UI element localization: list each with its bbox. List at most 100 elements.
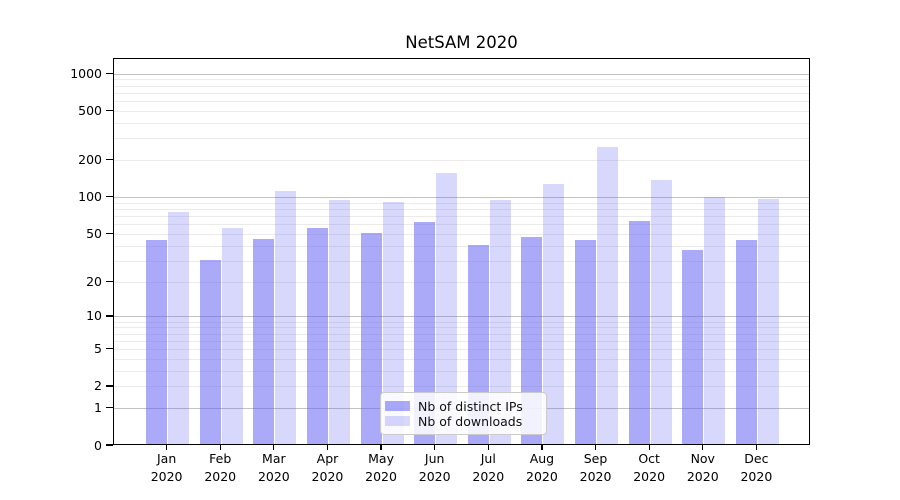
bar-downloads-nov	[704, 196, 726, 444]
gridline-90	[114, 202, 809, 204]
y-tick-20	[106, 280, 113, 282]
legend: Nb of distinct IPs Nb of downloads	[380, 392, 547, 435]
x-tick-label-year: 2020	[204, 468, 237, 484]
y-tick-label-200: 200	[78, 152, 102, 168]
gridline-5	[114, 349, 809, 351]
x-tick-label-month: Aug	[529, 451, 555, 466]
gridline-100	[114, 197, 809, 199]
x-tick-label-month: Mar	[262, 451, 286, 466]
gridline-6	[114, 340, 809, 342]
x-tick-label-month: Apr	[316, 451, 339, 466]
bar-downloads-may	[382, 201, 404, 444]
x-tick-label-dec: Dec 2020	[711, 450, 801, 485]
x-tick-label-year: 2020	[633, 468, 666, 484]
x-tick-label-feb: Feb 2020	[175, 450, 265, 485]
chart-title: NetSAM 2020	[405, 33, 518, 52]
y-tick-100	[106, 196, 113, 198]
x-tick-label-year: 2020	[472, 468, 505, 484]
gridline-30	[114, 260, 809, 262]
x-tick-jul	[487, 445, 489, 450]
gridline-3	[114, 370, 809, 372]
x-tick-label-sep: Sep 2020	[551, 450, 641, 485]
y-tick-50	[106, 232, 113, 235]
x-tick-label-mar: Mar 2020	[229, 450, 319, 485]
gridline-10	[114, 316, 809, 318]
x-tick-label-month: Jan	[156, 451, 177, 466]
x-tick-label-jun: Jun 2020	[390, 450, 480, 485]
x-tick-label-month: May	[368, 451, 394, 466]
gridline-300	[114, 138, 809, 140]
bar-downloads-jun	[436, 172, 458, 444]
gridline-500	[114, 111, 809, 113]
gridline-80	[114, 209, 809, 211]
bar-distinct-ips-mar	[253, 238, 275, 444]
x-tick-label-year: 2020	[686, 468, 719, 484]
x-tick-sep	[594, 445, 597, 450]
y-tick-label-50: 50	[86, 225, 102, 241]
x-tick-label-nov: Nov 2020	[658, 450, 748, 485]
y-tick-1000	[106, 72, 113, 74]
y-tick-label-20: 20	[86, 273, 102, 289]
x-tick-label-year: 2020	[150, 468, 183, 484]
y-tick-label-100: 100	[78, 189, 102, 205]
x-tick-label-year: 2020	[365, 468, 397, 484]
plot-area	[113, 58, 810, 445]
bar-downloads-mar	[275, 191, 297, 444]
gridline-600	[114, 101, 809, 103]
x-tick-oct	[648, 445, 650, 450]
x-tick-label-oct: Oct 2020	[604, 450, 694, 485]
x-tick-label-may: May 2020	[336, 450, 426, 485]
bar-downloads-feb	[221, 228, 243, 444]
bar-downloads-jul	[489, 200, 511, 444]
gridline-7	[114, 333, 809, 335]
x-tick-label-year: 2020	[418, 468, 451, 484]
gridline-8	[114, 327, 809, 329]
gridline-60	[114, 224, 809, 226]
x-tick-label-year: 2020	[311, 468, 344, 484]
gridline-900	[114, 79, 809, 81]
x-tick-label-month: Dec	[744, 451, 769, 466]
y-tick-label-5: 5	[94, 341, 102, 357]
gridline-700	[114, 92, 809, 94]
x-tick-may	[380, 445, 382, 450]
bar-distinct-ips-apr	[306, 228, 328, 444]
bar-distinct-ips-may	[360, 233, 382, 444]
x-tick-label-year: 2020	[579, 468, 612, 484]
y-tick-0	[106, 444, 113, 446]
x-tick-label-month: Oct	[638, 451, 660, 466]
x-tick-label-month: Feb	[209, 451, 232, 466]
x-tick-label-aug: Aug 2020	[497, 450, 587, 485]
gridline-40	[114, 245, 809, 247]
y-tick-label-10: 10	[86, 308, 102, 324]
x-tick-jun	[434, 445, 436, 450]
x-tick-label-jul: Jul 2020	[443, 450, 533, 485]
y-tick-200	[106, 159, 113, 161]
x-tick-label-year: 2020	[740, 468, 773, 484]
x-tick-aug	[541, 445, 543, 450]
y-tick-label-1000: 1000	[70, 65, 102, 81]
y-tick-1	[106, 407, 113, 409]
y-tick-2	[106, 385, 113, 387]
x-tick-label-month: Jul	[480, 451, 496, 466]
x-tick-apr	[326, 445, 329, 450]
x-tick-mar	[273, 445, 275, 450]
bar-downloads-oct	[650, 180, 672, 444]
y-tick-label-2: 2	[94, 378, 102, 394]
legend-swatch-distinct-ips	[385, 401, 410, 411]
x-tick-dec	[755, 445, 758, 450]
gridline-2	[114, 386, 809, 388]
gridline-20	[114, 281, 809, 283]
y-tick-500	[106, 109, 113, 112]
y-tick-5	[106, 347, 113, 350]
bar-downloads-sep	[597, 146, 619, 444]
bar-distinct-ips-jun	[414, 222, 436, 444]
x-tick-label-apr: Apr 2020	[282, 450, 372, 485]
x-tick-label-month: Nov	[690, 451, 715, 466]
y-tick-label-0: 0	[94, 437, 102, 453]
legend-item-downloads: Nb of downloads	[385, 414, 540, 429]
bar-distinct-ips-nov	[682, 250, 704, 444]
x-tick-label-year: 2020	[526, 468, 558, 484]
gridline-50	[114, 233, 809, 235]
bar-downloads-dec	[757, 199, 779, 444]
